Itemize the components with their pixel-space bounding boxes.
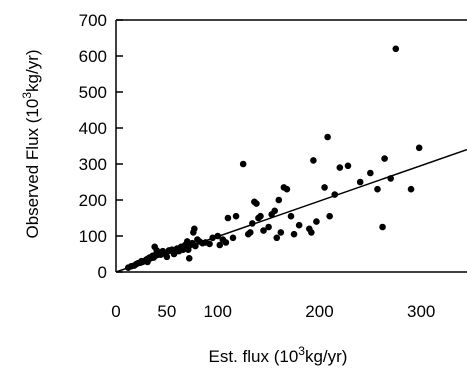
data-point: [229, 234, 237, 242]
x-tick-label: 100: [204, 302, 232, 321]
data-point: [216, 241, 224, 249]
data-point: [214, 232, 222, 240]
data-point: [295, 221, 303, 229]
y-axis-label: Observed Flux (103kg/yr): [20, 49, 42, 238]
y-tick-label: 100: [79, 227, 107, 246]
data-point: [185, 255, 193, 262]
data-point: [387, 175, 394, 182]
data-point: [331, 191, 339, 198]
data-point: [392, 45, 400, 53]
x-tick-label: 0: [111, 302, 120, 321]
data-point: [232, 212, 240, 220]
data-point: [310, 157, 317, 164]
plot-frame: [115, 19, 467, 273]
data-point: [271, 207, 279, 215]
data-point: [308, 229, 315, 236]
data-point: [253, 200, 260, 207]
data-point: [326, 212, 333, 220]
x-tick-label: 200: [305, 302, 333, 321]
x-axis-label: Est. flux (103kg/yr): [209, 344, 348, 366]
data-point: [239, 160, 247, 168]
data-point: [209, 234, 216, 242]
data-point: [206, 240, 213, 248]
data-point: [324, 133, 331, 141]
data-point: [356, 178, 364, 186]
data-point: [321, 184, 328, 191]
y-axis-ticks: 0 100 200 300 400 500 600 700: [79, 11, 123, 282]
data-point: [224, 214, 232, 222]
data-point: [313, 218, 320, 225]
data-point: [290, 230, 298, 238]
data-point: [257, 212, 264, 220]
data-point: [379, 223, 386, 231]
data-point: [283, 185, 291, 193]
data-point: [277, 229, 285, 236]
data-point: [260, 227, 267, 234]
x-axis-ticks: 0 50 100 200 300: [111, 302, 435, 321]
data-point: [273, 234, 281, 242]
data-point: [381, 155, 388, 162]
data-point: [415, 144, 423, 152]
y-tick-label: 300: [79, 155, 107, 174]
data-point: [222, 239, 230, 246]
data-point: [163, 253, 171, 261]
y-tick-label: 700: [79, 11, 107, 30]
y-tick-label: 0: [98, 263, 107, 282]
y-tick-label: 400: [79, 119, 107, 138]
data-point: [249, 220, 256, 227]
data-point: [192, 242, 199, 250]
data-point: [246, 229, 254, 236]
data-point: [275, 196, 283, 204]
data-point: [374, 185, 381, 193]
x-tick-label: 300: [407, 302, 435, 321]
data-point: [265, 223, 272, 231]
x-tick-label: 50: [157, 302, 176, 321]
y-tick-label: 500: [79, 83, 107, 102]
data-point: [287, 212, 295, 220]
data-point: [367, 169, 374, 177]
y-tick-label: 200: [79, 191, 107, 210]
data-point: [344, 162, 352, 170]
data-point: [191, 225, 198, 233]
data-point: [407, 185, 415, 193]
y-tick-label: 600: [79, 47, 107, 66]
data-point: [336, 164, 344, 171]
data-points: [124, 45, 423, 271]
